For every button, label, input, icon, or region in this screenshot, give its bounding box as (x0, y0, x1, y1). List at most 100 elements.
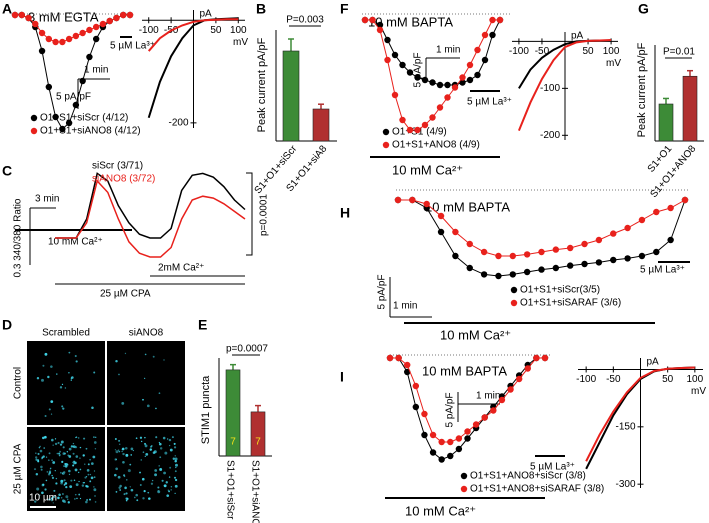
speckle (65, 485, 68, 489)
data-point (120, 11, 127, 19)
speckle (148, 497, 151, 500)
speckle (68, 351, 71, 354)
data-point (509, 252, 516, 260)
speckle (118, 443, 121, 445)
speckle (124, 486, 127, 490)
speckle (93, 476, 96, 479)
data-point (376, 21, 384, 29)
y-tick-label: -200 (168, 118, 188, 129)
data-point (595, 236, 603, 244)
speckle (68, 473, 71, 476)
speckle (124, 352, 127, 355)
speckle (65, 495, 69, 499)
speckle (162, 436, 166, 440)
x-tick-label: 50 (582, 46, 594, 57)
data-point (610, 256, 617, 264)
speckle (118, 450, 121, 453)
speckle (59, 386, 63, 389)
legend-marker (382, 141, 390, 149)
data-point (667, 236, 674, 244)
speckle (125, 492, 128, 495)
data-point (495, 272, 502, 280)
image (107, 341, 185, 425)
speckle (130, 488, 134, 492)
panel-label: F (340, 1, 349, 17)
x-tick-label: -100 (576, 374, 596, 385)
speckle (53, 489, 56, 492)
speckle (152, 355, 155, 358)
bar (282, 50, 300, 142)
bar (658, 103, 674, 142)
speckle (34, 500, 37, 503)
speckle (117, 475, 121, 479)
data-point (638, 252, 646, 260)
data-point (65, 35, 73, 43)
current-scale: 5 pA/pF (413, 52, 424, 87)
speckle (36, 376, 40, 380)
speckle (168, 490, 171, 493)
speckle (61, 405, 64, 408)
data-point (412, 382, 420, 390)
data-point (429, 114, 436, 121)
speckle (140, 440, 143, 443)
data-point (421, 76, 429, 84)
speckle (144, 353, 147, 356)
bar (682, 75, 698, 142)
speckle (163, 484, 165, 487)
speckle (170, 485, 173, 488)
column-label: Scrambled (42, 328, 90, 339)
data-point (438, 438, 445, 446)
data-point (455, 445, 463, 453)
speckle (115, 467, 118, 471)
legend-marker (510, 286, 518, 294)
data-point (523, 251, 531, 258)
data-point (59, 125, 66, 133)
data-point (126, 11, 134, 19)
data-point (106, 17, 113, 25)
data-point (451, 84, 459, 91)
data-point (437, 212, 445, 220)
data-point (444, 94, 451, 101)
speckle (41, 378, 44, 382)
speckle (145, 452, 149, 456)
speckle (70, 479, 73, 482)
speckle (93, 371, 96, 374)
speckle (72, 442, 75, 445)
data-point (45, 83, 53, 91)
speckle (78, 493, 81, 496)
speckle (48, 459, 50, 461)
speckle (93, 488, 97, 492)
speckle (141, 477, 145, 481)
speckle (139, 484, 142, 486)
data-point (361, 16, 369, 24)
speckle (149, 448, 153, 451)
data-point (538, 248, 545, 256)
speckle (52, 495, 56, 499)
y-label: STIM1 puncta (200, 375, 212, 444)
speckle (175, 466, 177, 469)
speckle (45, 456, 48, 458)
speckle (125, 453, 129, 457)
speckle (144, 444, 148, 448)
speckle (164, 451, 168, 455)
iv-curve (585, 366, 695, 462)
speckle (130, 447, 134, 451)
speckle (174, 455, 176, 457)
data-point (567, 244, 574, 252)
speckle (61, 493, 64, 496)
data-point (624, 224, 631, 232)
data-point (581, 240, 588, 248)
data-point (391, 91, 399, 99)
speckle (125, 499, 128, 502)
speckle (45, 479, 48, 482)
speckle (79, 446, 82, 449)
speckle (151, 479, 154, 482)
speckle (142, 497, 145, 500)
ca-label: 2mM Ca²⁺ (158, 263, 204, 274)
speckle (142, 451, 145, 453)
speckle (115, 458, 117, 461)
speckle (52, 461, 56, 464)
speckle (56, 452, 59, 455)
speckle (77, 471, 80, 474)
